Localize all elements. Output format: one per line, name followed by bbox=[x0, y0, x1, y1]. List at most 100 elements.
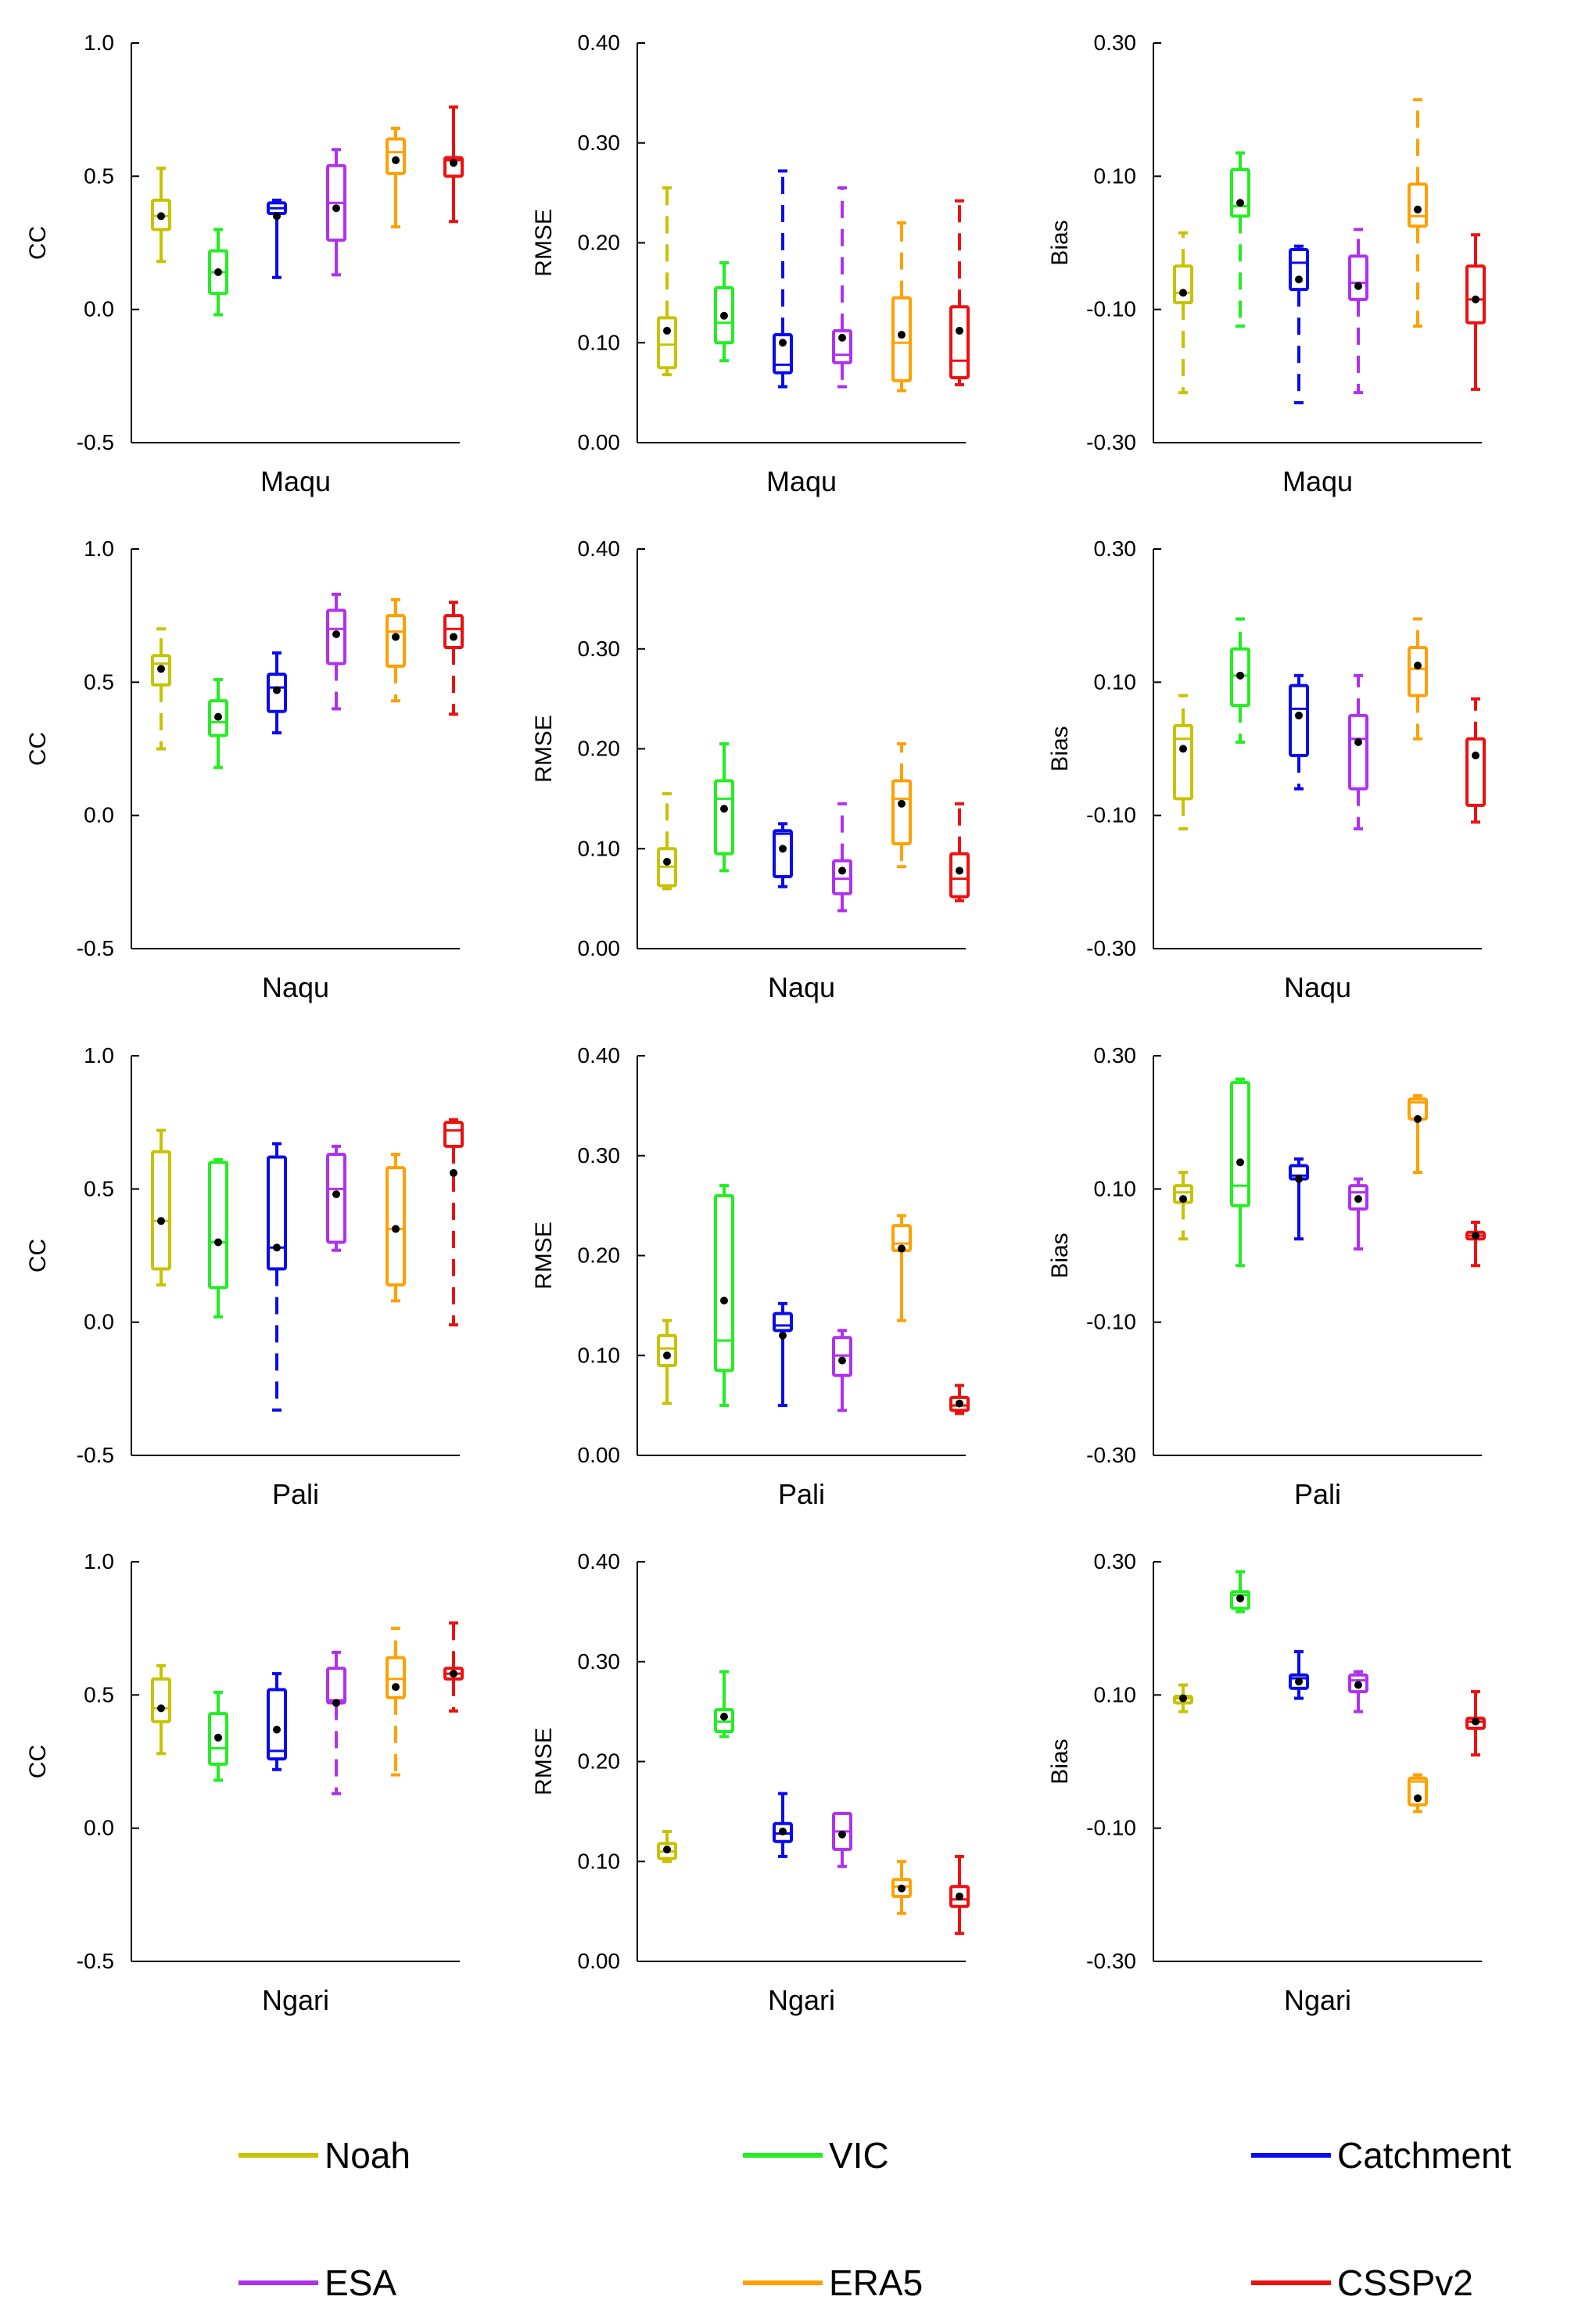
box-vic bbox=[1230, 617, 1250, 744]
box-iqr bbox=[443, 1121, 464, 1148]
y-tick-label: -0.10 bbox=[1086, 297, 1136, 321]
mean-dot bbox=[663, 1845, 671, 1853]
box-noah bbox=[151, 1128, 171, 1286]
legend-label: Noah bbox=[325, 2135, 411, 2176]
box-iqr bbox=[1289, 1673, 1309, 1690]
box-iqr bbox=[773, 333, 793, 375]
box-noah bbox=[657, 186, 677, 377]
panel-pali-rmse: 0.40 0.30 0.20 0.10 0.00 RMSE Pali bbox=[531, 1043, 970, 1510]
box-iqr bbox=[208, 699, 228, 737]
y-tick-label: 0.0 bbox=[84, 297, 114, 321]
y-tick-label: 0.10 bbox=[578, 330, 621, 354]
box-esa bbox=[832, 1811, 852, 1868]
box-iqr bbox=[1230, 167, 1250, 218]
box-esa bbox=[326, 148, 346, 277]
y-tick-label: 1.0 bbox=[84, 1043, 114, 1068]
box-iqr bbox=[326, 1667, 346, 1705]
mean-dot bbox=[1472, 1231, 1479, 1240]
mean-dot bbox=[720, 1296, 728, 1304]
box-iqr bbox=[832, 328, 852, 364]
x-axis-label: Maqu bbox=[766, 465, 837, 497]
box-iqr bbox=[267, 1155, 287, 1271]
y-tick-label: 0.5 bbox=[84, 163, 114, 188]
box-esa bbox=[832, 186, 852, 389]
box-iqr bbox=[1348, 254, 1368, 301]
y-tick-label: 0.20 bbox=[578, 231, 621, 255]
box-iqr bbox=[151, 198, 171, 231]
y-tick-label: 0.30 bbox=[578, 131, 621, 155]
box-era5 bbox=[1408, 98, 1428, 328]
panel-maqu-rmse: 0.40 0.30 0.20 0.10 0.00 RMSE Maqu bbox=[531, 30, 970, 497]
box-iqr bbox=[151, 1677, 171, 1724]
y-axis-label: CC bbox=[25, 1239, 51, 1272]
box-csspv2 bbox=[1465, 1220, 1486, 1268]
box-iqr bbox=[714, 779, 734, 856]
mean-dot bbox=[956, 867, 963, 875]
box-noah bbox=[657, 1319, 677, 1405]
box-iqr bbox=[1173, 264, 1193, 305]
y-tick-label: -0.5 bbox=[77, 430, 114, 454]
box-iqr bbox=[1465, 737, 1486, 807]
y-tick-label: 0.0 bbox=[84, 803, 114, 827]
box-csspv2 bbox=[949, 1383, 970, 1416]
box-iqr bbox=[326, 608, 346, 666]
box-vic bbox=[208, 677, 228, 770]
mean-dot bbox=[332, 1190, 340, 1199]
box-vic bbox=[208, 1690, 228, 1782]
y-tick-label: -0.5 bbox=[77, 1949, 114, 1973]
box-iqr bbox=[891, 779, 912, 845]
box-iqr bbox=[949, 852, 970, 899]
mean-dot bbox=[214, 267, 222, 276]
box-noah bbox=[151, 627, 171, 751]
y-tick-label: 1.0 bbox=[84, 536, 114, 561]
y-tick-label: 0.00 bbox=[578, 936, 621, 960]
y-tick-label: -0.30 bbox=[1086, 1949, 1136, 1973]
mean-dot bbox=[898, 799, 906, 808]
box-noah bbox=[657, 1829, 677, 1864]
box-noah bbox=[1173, 231, 1193, 395]
y-tick-label: 0.30 bbox=[578, 1143, 621, 1168]
box-iqr bbox=[832, 859, 852, 895]
mean-dot bbox=[273, 212, 281, 221]
mean-dot bbox=[1179, 1694, 1187, 1703]
box-catchment bbox=[773, 822, 793, 888]
box-iqr bbox=[151, 1150, 171, 1271]
box-catchment bbox=[773, 1301, 793, 1408]
mean-dot bbox=[838, 1356, 846, 1365]
panel-naqu-rmse: 0.40 0.30 0.20 0.10 0.00 RMSE Naqu bbox=[531, 536, 970, 1003]
mean-dot bbox=[1295, 275, 1303, 284]
mean-dot bbox=[779, 845, 787, 853]
box-era5 bbox=[386, 1153, 406, 1303]
box-esa bbox=[1348, 1177, 1368, 1250]
mean-dot bbox=[663, 326, 671, 335]
box-iqr bbox=[1289, 248, 1309, 292]
box-catchment bbox=[267, 1142, 287, 1412]
y-tick-label: 0.00 bbox=[578, 1949, 621, 1973]
mean-dot bbox=[898, 1884, 906, 1893]
box-vic bbox=[1230, 1570, 1250, 1613]
box-csspv2 bbox=[443, 1118, 464, 1327]
box-csspv2 bbox=[949, 199, 970, 386]
y-tick-label: 0.40 bbox=[578, 1043, 621, 1068]
mean-dot bbox=[392, 1225, 400, 1233]
box-noah bbox=[151, 167, 171, 264]
box-vic bbox=[714, 1670, 734, 1738]
y-tick-label: 0.5 bbox=[84, 1682, 114, 1706]
box-iqr bbox=[773, 1312, 793, 1333]
mean-dot bbox=[214, 1238, 222, 1247]
box-iqr bbox=[949, 1395, 970, 1412]
mean-dot bbox=[273, 1243, 281, 1252]
y-axis-label: RMSE bbox=[531, 209, 557, 277]
legend-label: CSSPv2 bbox=[1337, 2262, 1473, 2303]
y-tick-label: 0.30 bbox=[1094, 1043, 1137, 1068]
box-iqr bbox=[1230, 647, 1250, 708]
y-tick-label: 0.5 bbox=[84, 1176, 114, 1200]
box-iqr bbox=[1408, 182, 1428, 228]
box-esa bbox=[326, 1144, 346, 1252]
box-catchment bbox=[267, 1672, 287, 1771]
mean-dot bbox=[1414, 205, 1422, 214]
mean-dot bbox=[1472, 752, 1479, 760]
box-iqr bbox=[1348, 713, 1368, 791]
box-noah bbox=[657, 791, 677, 891]
mean-dot bbox=[1414, 662, 1422, 670]
